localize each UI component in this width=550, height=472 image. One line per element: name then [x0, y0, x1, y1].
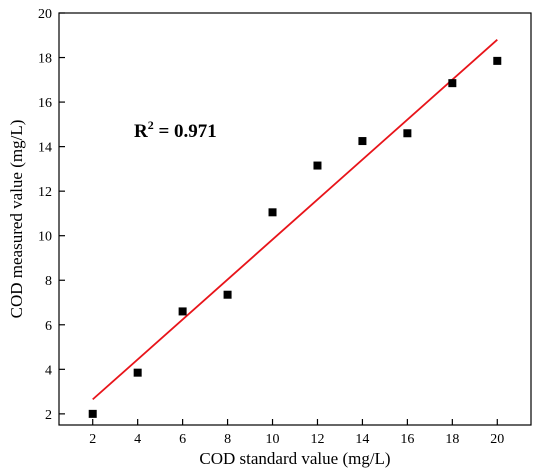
x-axis-title: COD standard value (mg/L) — [199, 449, 390, 468]
r-squared-annotation: R2 = 0.971 — [134, 118, 217, 142]
y-axis-title: COD measured value (mg/L) — [7, 120, 26, 319]
x-tick-label: 4 — [134, 432, 141, 447]
x-tick-label: 18 — [445, 432, 459, 447]
r-squared-base: R — [134, 121, 148, 142]
y-tick-label: 12 — [38, 185, 52, 200]
x-tick-label: 6 — [179, 432, 186, 447]
y-tick-label: 20 — [38, 7, 52, 22]
data-point — [268, 208, 277, 217]
y-tick-label: 8 — [45, 274, 52, 289]
plot-frame — [58, 12, 532, 426]
x-tick-label: 8 — [224, 432, 231, 447]
regression-line — [92, 39, 498, 401]
y-tick-label: 2 — [45, 408, 52, 423]
data-point — [88, 409, 97, 418]
data-point — [133, 368, 142, 377]
x-tick-label: 20 — [490, 432, 504, 447]
x-tick-label: 16 — [400, 432, 414, 447]
data-point — [448, 79, 457, 88]
data-point — [313, 161, 322, 170]
data-point — [223, 290, 232, 299]
x-axis-ticks: 2 4 6 8 10 12 14 16 18 20 — [89, 419, 504, 447]
y-axis-ticks: 2 4 6 8 10 12 14 16 18 20 — [38, 7, 65, 423]
x-tick-label: 10 — [266, 432, 280, 447]
y-tick-label: 14 — [38, 141, 52, 156]
data-point — [358, 137, 367, 146]
y-tick-label: 10 — [38, 230, 52, 245]
y-tick-label: 16 — [38, 96, 52, 111]
x-tick-label: 12 — [310, 432, 324, 447]
data-points — [88, 56, 502, 418]
r-squared-value: = 0.971 — [154, 121, 217, 142]
data-point — [178, 307, 187, 316]
y-tick-label: 18 — [38, 52, 52, 67]
x-tick-label: 2 — [89, 432, 96, 447]
data-point — [403, 129, 412, 138]
y-tick-label: 4 — [45, 363, 52, 378]
x-tick-label: 14 — [355, 432, 369, 447]
r-squared-superscript: 2 — [148, 118, 154, 132]
data-point — [493, 56, 502, 65]
y-tick-label: 6 — [45, 319, 52, 334]
